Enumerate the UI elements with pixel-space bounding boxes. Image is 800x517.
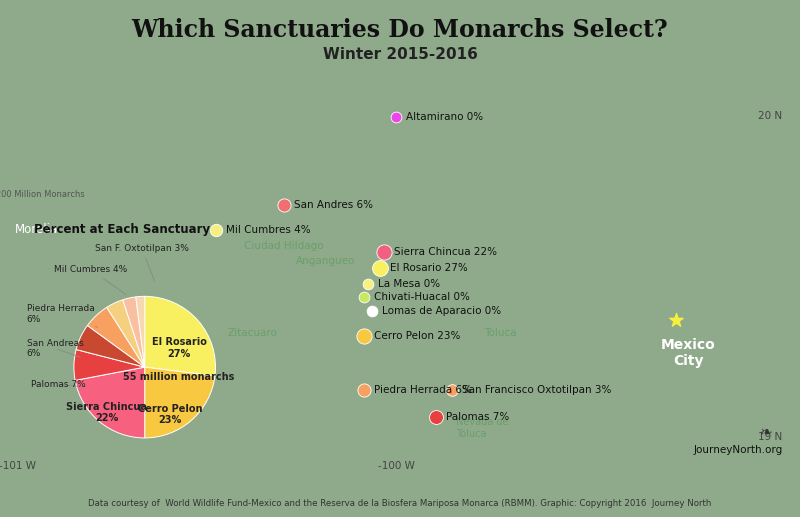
Text: Angangueo: Angangueo [296, 256, 355, 266]
Text: Ciudad Hildago: Ciudad Hildago [244, 241, 324, 251]
Wedge shape [76, 326, 145, 367]
Text: Lomas de Aparacio 0%: Lomas de Aparacio 0% [382, 306, 501, 316]
Text: Altamirano 0%: Altamirano 0% [406, 113, 482, 123]
Text: La Mesa 0%: La Mesa 0% [378, 279, 440, 289]
Text: Mil Cumbres 4%: Mil Cumbres 4% [226, 225, 310, 235]
Point [210, 226, 222, 234]
Text: Which Sanctuaries Do Monarchs Select?: Which Sanctuaries Do Monarchs Select? [132, 18, 668, 42]
Text: Morelia: Morelia [14, 223, 58, 236]
Point [374, 264, 386, 272]
Point [378, 248, 390, 256]
Text: Sierra Chincua 22%: Sierra Chincua 22% [394, 248, 497, 257]
Text: San Andreas
6%: San Andreas 6% [26, 339, 83, 358]
Wedge shape [106, 300, 145, 367]
Point [358, 293, 370, 301]
Text: 20 N: 20 N [758, 111, 782, 121]
Text: San Andres 6%: San Andres 6% [294, 200, 373, 210]
Text: Toluca: Toluca [484, 328, 517, 339]
Text: -100 W: -100 W [378, 462, 414, 472]
Text: Mil Cumbres 4%: Mil Cumbres 4% [54, 265, 127, 295]
Text: Mexico
City: Mexico City [661, 338, 715, 368]
Text: San F. Oxtotilpan 3%: San F. Oxtotilpan 3% [94, 244, 189, 281]
Wedge shape [87, 307, 145, 367]
Wedge shape [74, 349, 145, 381]
Text: San Francisco Oxtotilpan 3%: San Francisco Oxtotilpan 3% [462, 385, 611, 394]
Point [358, 331, 370, 340]
Point [366, 307, 378, 315]
Point [430, 413, 442, 421]
Point [670, 316, 682, 324]
Point [446, 386, 458, 394]
Text: ❧: ❧ [760, 425, 773, 440]
Text: Nevada de
Toluca: Nevada de Toluca [456, 417, 509, 438]
Text: -101 W: -101 W [0, 462, 36, 472]
Text: Total Population: 200 Million Monarchs: Total Population: 200 Million Monarchs [0, 190, 84, 199]
Wedge shape [75, 367, 145, 438]
Text: Palomas 7%: Palomas 7% [446, 412, 509, 421]
Point [358, 386, 370, 394]
Text: 19 N: 19 N [758, 432, 782, 442]
Wedge shape [136, 296, 145, 367]
Wedge shape [145, 296, 215, 376]
Wedge shape [123, 297, 145, 367]
Text: El Rosario 27%: El Rosario 27% [390, 263, 467, 273]
Text: Cerro Pelon 23%: Cerro Pelon 23% [374, 331, 460, 341]
Text: Piedra Herrada
6%: Piedra Herrada 6% [26, 305, 98, 327]
Wedge shape [145, 367, 215, 438]
Point [362, 280, 374, 288]
Point [390, 113, 402, 121]
Text: Chivati-Huacal 0%: Chivati-Huacal 0% [374, 293, 470, 302]
Text: Cerro Pelon
23%: Cerro Pelon 23% [138, 404, 202, 425]
Text: Zitacuaro: Zitacuaro [228, 328, 278, 339]
Text: JourneyNorth.org: JourneyNorth.org [693, 445, 782, 455]
Point [278, 201, 290, 209]
Text: Piedra Herrada 6%: Piedra Herrada 6% [374, 385, 471, 394]
Text: El Rosario
27%

55 million monarchs: El Rosario 27% 55 million monarchs [123, 338, 235, 382]
Text: Winter 2015-2016: Winter 2015-2016 [322, 47, 478, 62]
Title: Percent at Each Sanctuary: Percent at Each Sanctuary [34, 222, 210, 236]
Text: Palomas 7%: Palomas 7% [31, 380, 86, 389]
Text: Sierra Chincua
22%: Sierra Chincua 22% [66, 402, 147, 423]
Text: Data courtesy of  World Wildlife Fund-Mexico and the Reserva de la Biosfera Mari: Data courtesy of World Wildlife Fund-Mex… [88, 499, 712, 508]
